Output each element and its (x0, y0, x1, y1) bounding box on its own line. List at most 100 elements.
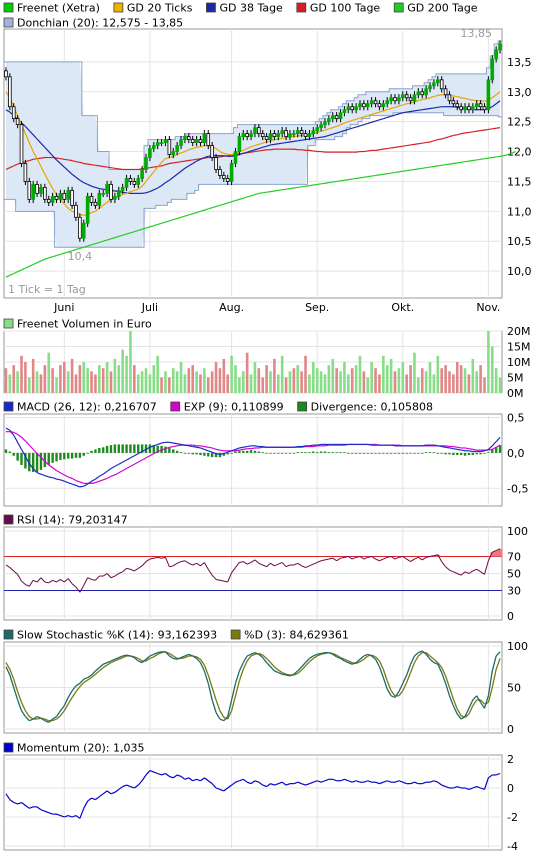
volume-bar (312, 362, 315, 393)
stoch-k-line-segment (207, 683, 213, 701)
gd20-line-segment (437, 94, 442, 96)
y-tick-label: 10,0 (507, 265, 532, 278)
stoch-k-line-segment (359, 655, 365, 660)
exp-line-segment (149, 453, 155, 457)
exp-line-segment (453, 445, 458, 448)
gd38-line-segment (332, 132, 337, 135)
rsi-line-segment (188, 562, 193, 566)
gd20-line-segment (317, 130, 322, 133)
stoch-d-line-segment (363, 655, 369, 660)
stoch-k-line-segment (137, 660, 143, 664)
exp-line-segment (36, 453, 42, 458)
gd200-line-segment (418, 167, 423, 170)
rsi-line-segment (242, 561, 248, 565)
legend-label: GD 20 Ticks (127, 2, 193, 15)
gd20-line-segment (176, 152, 182, 156)
stoch-d-line-segment (172, 655, 178, 659)
rsi-line-segment (219, 579, 224, 582)
momentum-line-segment (98, 793, 104, 798)
candle-body (148, 148, 152, 158)
divergence-bar (479, 452, 482, 455)
stoch-k-line-segment (487, 670, 493, 696)
gd100-line-segment (29, 158, 34, 162)
y-tick-label: 12,0 (507, 146, 532, 159)
momentum-line-segment (410, 781, 415, 785)
rsi-line-segment (200, 562, 205, 567)
divergence-bar (452, 452, 455, 456)
candle-body (179, 139, 183, 146)
volume-bar (280, 355, 284, 393)
gd100-line-segment (320, 150, 326, 153)
legend-swatch (3, 514, 14, 525)
gd20-line-segment (130, 189, 135, 193)
gd20-line-segment (196, 146, 201, 148)
gd38-line-segment (414, 109, 419, 112)
y-tick-label: 2 (507, 753, 514, 766)
gd100-line-segment (449, 134, 454, 138)
stoch-d-line-segment (52, 718, 57, 722)
gd200-line-segment (95, 241, 100, 245)
momentum-line-segment (29, 806, 34, 809)
gd20-line-segment (134, 188, 139, 191)
gd200-line-segment (5, 274, 11, 278)
volume-bar (417, 377, 420, 393)
macd-line-segment (235, 447, 240, 450)
gd200-line-segment (134, 229, 139, 233)
macd-line-segment (71, 483, 77, 487)
gd20-line-segment (169, 155, 174, 159)
candle-body (62, 192, 67, 200)
momentum-line-segment (114, 788, 120, 793)
momentum-line-segment (196, 778, 201, 782)
gd200-line-segment (274, 189, 279, 192)
volume-bar (494, 368, 498, 393)
divergence-bar (354, 452, 358, 454)
candle-body (478, 103, 483, 108)
gd20-line-segment (433, 94, 438, 98)
rsi-overbought-fill (490, 552, 495, 557)
rsi-line-segment (231, 567, 236, 573)
candle-body (362, 103, 366, 108)
stoch-d-line-segment (456, 708, 462, 717)
rsi-line-segment (394, 556, 400, 560)
momentum-line-segment (324, 778, 330, 782)
volume-bar (206, 377, 210, 393)
rsi-line-segment (472, 568, 477, 572)
gd100-line-segment (204, 156, 209, 159)
gd20-line-segment (336, 124, 341, 127)
gd100-line-segment (161, 164, 166, 167)
gd20-line-segment (332, 125, 337, 129)
gd200-line-segment (422, 167, 427, 169)
stoch-k-line-segment (386, 688, 392, 697)
candle-body (404, 94, 409, 99)
gd200-line-segment (106, 238, 112, 241)
stoch-k-line-segment (402, 674, 408, 684)
gd100-line-segment (301, 149, 306, 151)
gd20-line-segment (149, 171, 155, 178)
exp-line-segment (495, 444, 501, 448)
momentum-line-segment (231, 781, 236, 786)
gd200-line-segment (227, 201, 232, 204)
volume-bar (160, 377, 163, 393)
volume-bar (148, 374, 152, 393)
divergence-bar (393, 452, 397, 454)
volume-bar (90, 371, 93, 393)
gd38-line-segment (63, 166, 69, 172)
macd-line-segment (180, 443, 186, 446)
gd20-line-segment (215, 148, 221, 153)
stoch-k-line-segment (114, 657, 120, 660)
gd200-line-segment (426, 166, 431, 169)
gd38-line-segment (87, 183, 92, 187)
macd-line-segment (173, 442, 178, 445)
legend-swatch (3, 2, 14, 13)
gd200-line-segment (157, 222, 162, 226)
gd20-line-segment (67, 207, 73, 212)
gd100-line-segment (192, 158, 197, 161)
stoch-k-line-segment (102, 662, 108, 665)
gd200-line-segment (352, 177, 357, 180)
gd38-line-segment (122, 191, 127, 194)
gd20-line-segment (28, 142, 34, 152)
stoch-k-line-segment (110, 658, 116, 662)
gd100-line-segment (441, 137, 446, 140)
rsi-line-segment (367, 556, 372, 558)
gd20-line-segment (422, 98, 427, 101)
